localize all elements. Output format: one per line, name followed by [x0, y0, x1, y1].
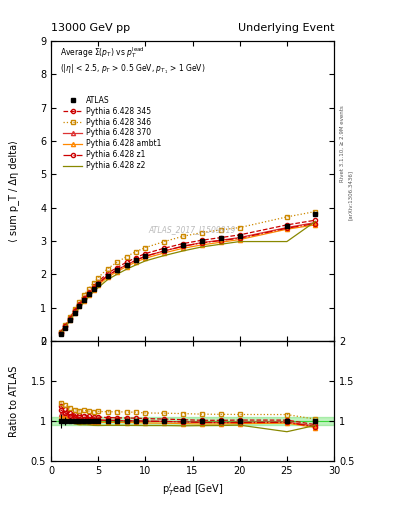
Text: ATLAS_2017_I1509919: ATLAS_2017_I1509919 [149, 225, 236, 234]
Text: 13000 GeV pp: 13000 GeV pp [51, 23, 130, 33]
Bar [51, 417, 334, 425]
Text: Average $\Sigma(p_T)$ vs $p_T^{\rm lead}$
$(|\eta|$ < 2.5, $p_T$ > 0.5 GeV, $p_{: Average $\Sigma(p_T)$ vs $p_T^{\rm lead}… [60, 46, 205, 76]
Legend: ATLAS, Pythia 6.428 345, Pythia 6.428 346, Pythia 6.428 370, Pythia 6.428 ambt1,: ATLAS, Pythia 6.428 345, Pythia 6.428 34… [63, 96, 161, 170]
Text: [arXiv:1306.3436]: [arXiv:1306.3436] [348, 169, 353, 220]
Y-axis label: Ratio to ATLAS: Ratio to ATLAS [9, 365, 18, 437]
Text: Underlying Event: Underlying Event [237, 23, 334, 33]
Text: Rivet 3.1.10, ≥ 2.9M events: Rivet 3.1.10, ≥ 2.9M events [340, 105, 345, 182]
Y-axis label: ⟨ sum p_T / Δη delta⟩: ⟨ sum p_T / Δη delta⟩ [7, 140, 18, 242]
X-axis label: p$_T^l$ead [GeV]: p$_T^l$ead [GeV] [162, 481, 223, 498]
